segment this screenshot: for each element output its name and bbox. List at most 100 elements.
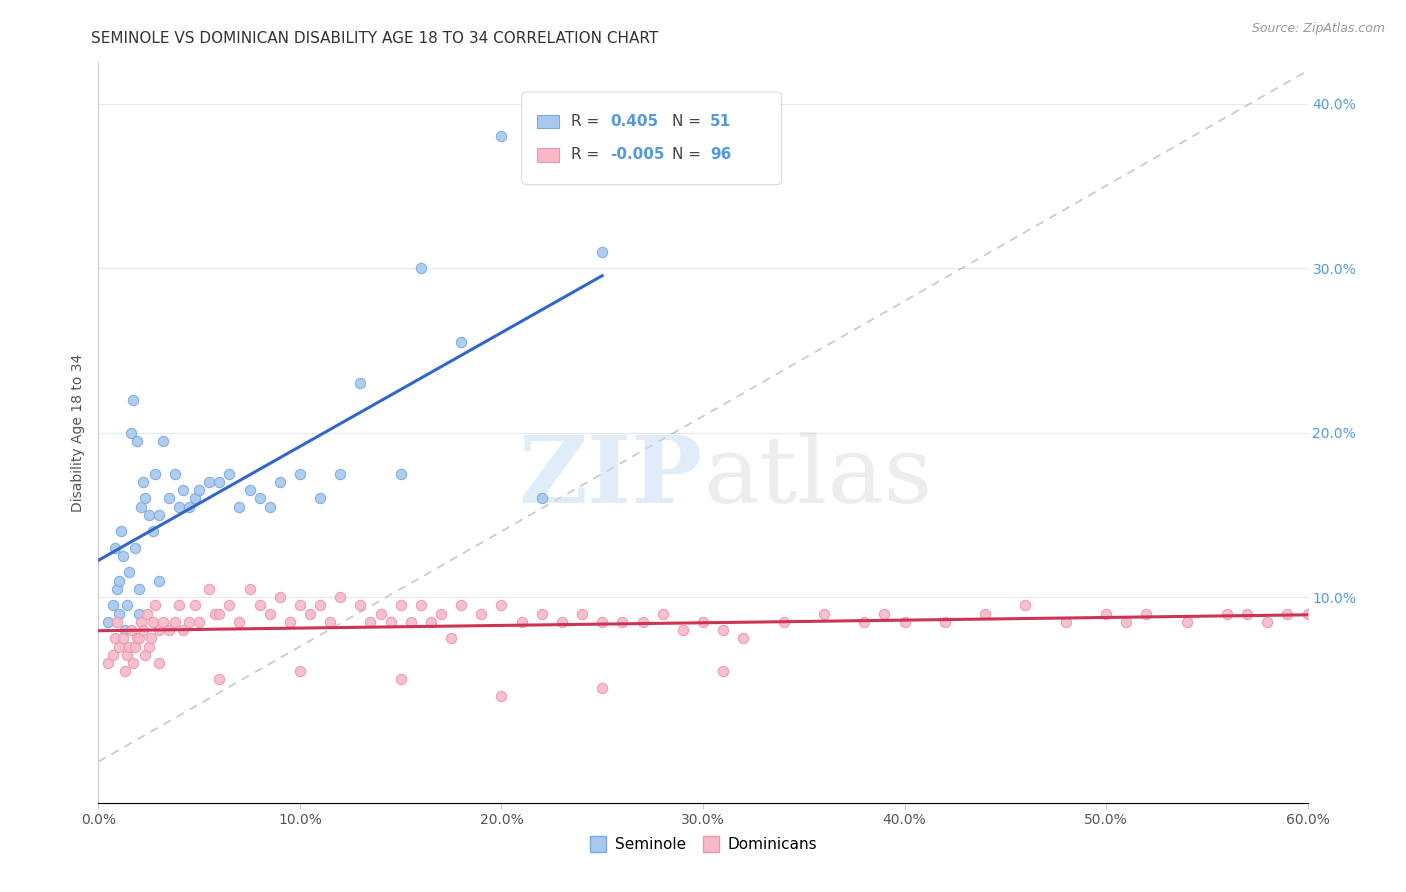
Point xyxy=(733,632,755,646)
Y-axis label: Disability Age 18 to 34: Disability Age 18 to 34 xyxy=(72,353,86,512)
Point xyxy=(711,623,734,637)
Point xyxy=(114,623,136,637)
Point xyxy=(143,599,166,613)
Point xyxy=(228,500,250,514)
Point xyxy=(138,508,160,522)
Point xyxy=(651,607,673,621)
Point xyxy=(97,615,120,629)
Point xyxy=(184,491,207,506)
Point xyxy=(612,615,634,629)
Text: atlas: atlas xyxy=(703,432,932,522)
Point xyxy=(114,664,136,678)
Point xyxy=(631,615,654,629)
FancyBboxPatch shape xyxy=(522,92,782,185)
Point xyxy=(129,615,152,629)
Point xyxy=(389,673,412,687)
Point xyxy=(692,615,714,629)
Point xyxy=(440,632,463,646)
Text: R =: R = xyxy=(571,147,605,162)
Point xyxy=(115,648,138,662)
Point xyxy=(249,491,271,506)
Point xyxy=(491,599,513,613)
Point xyxy=(551,615,574,629)
Point xyxy=(591,615,613,629)
Point xyxy=(319,615,342,629)
Point xyxy=(370,607,392,621)
Text: N =: N = xyxy=(672,147,706,162)
Point xyxy=(853,615,876,629)
Point xyxy=(105,582,128,596)
Point xyxy=(167,599,190,613)
Point xyxy=(148,656,170,670)
Legend: Seminole, Dominicans: Seminole, Dominicans xyxy=(583,830,823,858)
Point xyxy=(813,607,835,621)
Point xyxy=(934,615,956,629)
Point xyxy=(118,640,141,654)
Point xyxy=(148,623,170,637)
Point xyxy=(269,475,291,489)
Point xyxy=(893,615,915,629)
Point xyxy=(309,491,332,506)
Point xyxy=(188,483,211,498)
Text: SEMINOLE VS DOMINICAN DISABILITY AGE 18 TO 34 CORRELATION CHART: SEMINOLE VS DOMINICAN DISABILITY AGE 18 … xyxy=(91,31,658,46)
Point xyxy=(530,491,553,506)
Point xyxy=(121,392,143,407)
Point xyxy=(430,607,453,621)
Point xyxy=(121,656,143,670)
Point xyxy=(129,500,152,514)
Point xyxy=(409,599,432,613)
Point xyxy=(148,574,170,588)
Point xyxy=(409,261,432,276)
Point xyxy=(1296,607,1319,621)
Point xyxy=(530,607,553,621)
Point xyxy=(389,467,412,481)
Point xyxy=(118,566,141,580)
Point xyxy=(111,549,134,563)
Point xyxy=(259,500,281,514)
Text: Source: ZipAtlas.com: Source: ZipAtlas.com xyxy=(1251,22,1385,36)
Point xyxy=(349,599,371,613)
Point xyxy=(120,425,142,440)
Point xyxy=(873,607,896,621)
Point xyxy=(132,623,155,637)
Point xyxy=(97,656,120,670)
Point xyxy=(135,607,157,621)
Point xyxy=(148,508,170,522)
Point xyxy=(163,615,186,629)
Point xyxy=(571,607,593,621)
Point xyxy=(591,681,613,695)
Text: 96: 96 xyxy=(710,147,731,162)
Point xyxy=(128,582,150,596)
Text: R =: R = xyxy=(571,114,605,129)
Point xyxy=(329,467,352,481)
Point xyxy=(157,491,180,506)
Point xyxy=(204,607,226,621)
Point xyxy=(142,524,165,539)
Point xyxy=(120,623,142,637)
Point xyxy=(132,475,155,489)
Point xyxy=(208,673,231,687)
Point xyxy=(208,607,231,621)
Point xyxy=(278,615,301,629)
Point xyxy=(228,615,250,629)
Point xyxy=(1135,607,1157,621)
Point xyxy=(309,599,332,613)
Point xyxy=(288,664,311,678)
Point xyxy=(1175,615,1198,629)
Point xyxy=(105,615,128,629)
Point xyxy=(491,689,513,703)
Point xyxy=(1256,615,1278,629)
Text: N =: N = xyxy=(672,114,706,129)
FancyBboxPatch shape xyxy=(537,148,560,161)
Point xyxy=(107,574,129,588)
Point xyxy=(103,541,125,555)
Point xyxy=(239,582,262,596)
Point xyxy=(198,475,221,489)
Point xyxy=(450,599,472,613)
Point xyxy=(1236,607,1258,621)
Point xyxy=(389,599,412,613)
Point xyxy=(420,615,443,629)
Point xyxy=(1095,607,1118,621)
Point xyxy=(172,623,194,637)
Point xyxy=(1216,607,1239,621)
